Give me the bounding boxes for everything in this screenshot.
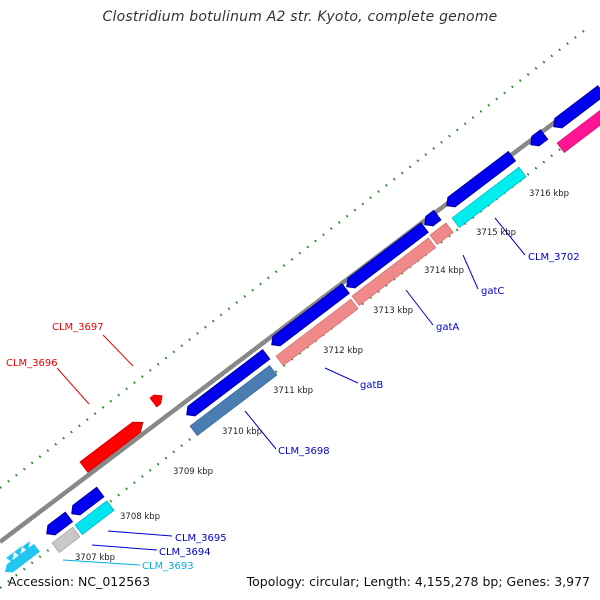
gene-clm-3695[interactable] bbox=[68, 486, 105, 518]
feature-pink-2 bbox=[351, 237, 437, 306]
gene-gata[interactable] bbox=[343, 222, 429, 292]
map-title: Clostridium botulinum A2 str. Kyoto, com… bbox=[102, 9, 498, 25]
gene-label-clm-3696[interactable]: CLM_3696 bbox=[6, 358, 58, 369]
feature-steel bbox=[189, 365, 278, 436]
gene-blue-edge[interactable] bbox=[550, 85, 600, 132]
scale-label: 3707 kbp bbox=[75, 553, 115, 563]
feature-gray bbox=[51, 526, 81, 553]
feature-cyan-1 bbox=[74, 500, 115, 535]
scale-label: 3712 kbp bbox=[323, 346, 363, 356]
gene-clm-3697[interactable] bbox=[149, 391, 165, 408]
gene-label-clm-3695[interactable]: CLM_3695 bbox=[175, 533, 227, 544]
gene-gatc[interactable] bbox=[421, 209, 442, 229]
gene-label-clm-3697[interactable]: CLM_3697 bbox=[52, 322, 104, 333]
gene-clm-3693[interactable] bbox=[2, 543, 40, 576]
topology-summary: Topology: circular; Length: 4,155,278 bp… bbox=[246, 574, 590, 589]
accession-label: Accession: NC_012563 bbox=[8, 574, 151, 589]
gene-label-clm-3694[interactable]: CLM_3694 bbox=[159, 547, 211, 558]
scale-label: 3710 kbp bbox=[222, 427, 262, 437]
feature-magenta bbox=[556, 106, 600, 153]
gene-label-gatb[interactable]: gatB bbox=[360, 380, 383, 391]
feature-cyan-arrows bbox=[6, 541, 30, 562]
scale-label: 3709 kbp bbox=[173, 467, 213, 477]
label-leaders bbox=[56, 217, 526, 566]
scale-label: 3716 kbp bbox=[529, 189, 569, 199]
gene-label-clm-3702[interactable]: CLM_3702 bbox=[528, 252, 580, 263]
gene-clm-3698[interactable] bbox=[183, 348, 271, 420]
gene-clm-3694[interactable] bbox=[43, 511, 74, 538]
scale-label: 3711 kbp bbox=[273, 386, 313, 396]
tick-track-outer bbox=[0, 25, 591, 489]
gene-label-gata[interactable]: gatA bbox=[436, 322, 459, 333]
feature-pink-3 bbox=[429, 222, 454, 245]
gene-label-clm-3693[interactable]: CLM_3693 bbox=[142, 561, 194, 572]
gene-clm-3702[interactable] bbox=[443, 150, 517, 210]
feature-cyan-2 bbox=[451, 166, 527, 228]
gene-labels: CLM_3697 CLM_3696 CLM_3702 gatC gatA gat… bbox=[6, 252, 580, 572]
scale-label: 3713 kbp bbox=[373, 306, 413, 316]
scale-labels: 3707 kbp 3708 kbp 3709 kbp 3710 kbp 3711… bbox=[75, 189, 569, 563]
gene-label-gatc[interactable]: gatC bbox=[481, 286, 504, 297]
scale-label: 3715 kbp bbox=[476, 228, 516, 238]
feature-pink-1 bbox=[275, 298, 359, 366]
gene-blue-small[interactable] bbox=[527, 129, 549, 150]
gene-clm-3696[interactable] bbox=[79, 417, 147, 473]
scale-label: 3714 kbp bbox=[424, 266, 464, 276]
gene-label-clm-3698[interactable]: CLM_3698 bbox=[278, 446, 330, 457]
gene-gatb[interactable] bbox=[268, 283, 350, 350]
scale-label: 3708 kbp bbox=[120, 512, 160, 522]
